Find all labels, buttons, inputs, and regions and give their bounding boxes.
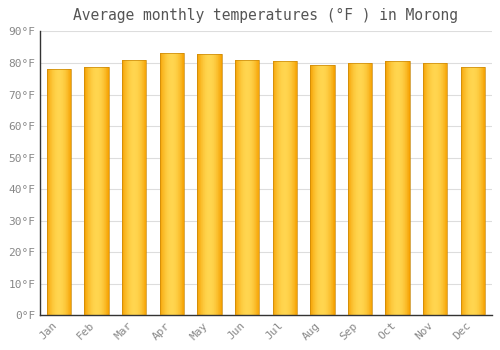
Bar	[272, 61, 297, 315]
Bar	[310, 65, 334, 315]
Title: Average monthly temperatures (°F ) in Morong: Average monthly temperatures (°F ) in Mo…	[74, 8, 458, 23]
Bar	[47, 69, 71, 315]
Bar	[160, 52, 184, 315]
Bar	[122, 60, 146, 315]
Bar	[348, 63, 372, 315]
Bar	[84, 67, 109, 315]
Bar	[235, 60, 260, 315]
Bar	[386, 61, 410, 315]
Bar	[423, 63, 448, 315]
Bar	[460, 67, 485, 315]
Bar	[198, 54, 222, 315]
